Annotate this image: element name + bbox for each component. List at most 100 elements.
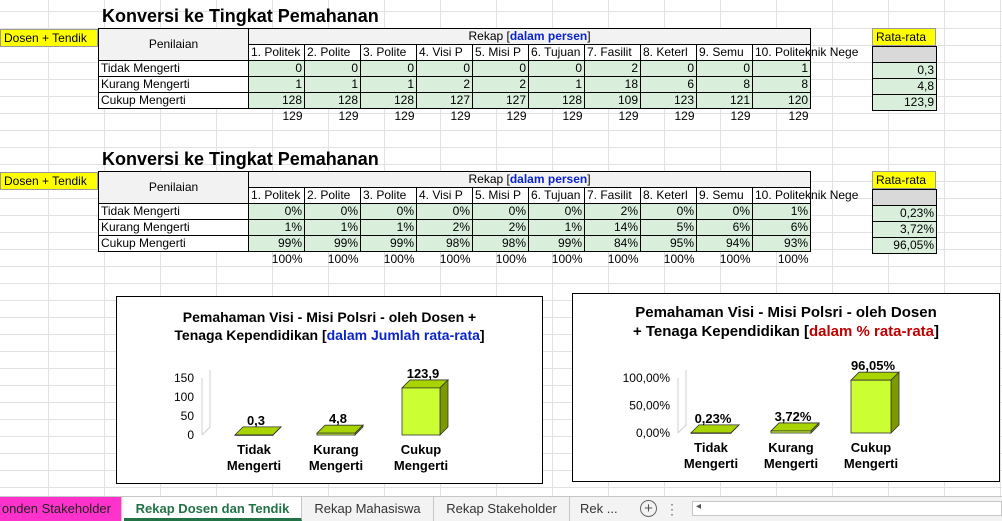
value-cell[interactable]: 94%	[696, 235, 753, 252]
value-cell[interactable]: 0%	[528, 203, 585, 220]
penilaian-header[interactable]: Penilaian	[98, 28, 249, 61]
value-cell[interactable]: 128	[304, 92, 361, 109]
value-cell[interactable]: 1	[304, 76, 361, 93]
total-cell[interactable]: 100%	[551, 252, 583, 267]
value-cell[interactable]: 99%	[528, 235, 585, 252]
value-cell[interactable]: 1%	[248, 219, 305, 236]
value-cell[interactable]: 2	[416, 76, 473, 93]
avg-blank-cell[interactable]	[872, 189, 937, 206]
horizontal-scrollbar[interactable]: ◂	[692, 501, 1002, 516]
value-cell[interactable]: 0%	[416, 203, 473, 220]
value-cell[interactable]: 1	[248, 76, 305, 93]
value-cell[interactable]: 99%	[304, 235, 361, 252]
column-header[interactable]: 6. Tujuan	[528, 187, 585, 204]
total-cell[interactable]: 100%	[777, 252, 809, 267]
value-cell[interactable]: 128	[360, 92, 417, 109]
total-cell[interactable]: 129	[450, 109, 471, 124]
column-header[interactable]: 6. Tujuan	[528, 44, 585, 61]
column-header[interactable]: 4. Visi P	[416, 187, 473, 204]
tab-rekap-dosen-tendik[interactable]: Rekap Dosen dan Tendik	[124, 497, 302, 521]
value-cell[interactable]: 128	[248, 92, 305, 109]
tab-split-icon[interactable]: ⋮	[665, 501, 679, 517]
value-cell[interactable]: 0%	[640, 203, 697, 220]
value-cell[interactable]: 1%	[304, 219, 361, 236]
total-cell[interactable]: 100%	[607, 252, 639, 267]
totals-blank[interactable]	[99, 252, 249, 268]
value-cell[interactable]: 2%	[416, 219, 473, 236]
value-cell[interactable]: 18	[584, 76, 641, 93]
total-cell[interactable]: 100%	[719, 252, 751, 267]
value-cell[interactable]: 5%	[640, 219, 697, 236]
total-cell[interactable]: 129	[618, 109, 639, 124]
column-header[interactable]: 7. Fasilit	[584, 44, 641, 61]
value-cell[interactable]: 8	[751, 76, 812, 93]
tab-rek-more[interactable]: Rek ...	[580, 501, 618, 516]
value-cell[interactable]: 121	[696, 92, 753, 109]
value-cell[interactable]: 0%	[304, 203, 361, 220]
column-header[interactable]: 1. Politek	[248, 44, 305, 61]
total-cell[interactable]: 100%	[327, 252, 359, 267]
value-cell[interactable]: 109	[584, 92, 641, 109]
total-cell[interactable]: 129	[730, 109, 751, 124]
section2-avg-header[interactable]: Rata-rata	[872, 171, 936, 189]
value-cell[interactable]: 0%	[696, 203, 753, 220]
total-cell[interactable]: 100%	[271, 252, 303, 267]
value-cell[interactable]: 99%	[360, 235, 417, 252]
row-label[interactable]: Cukup Mengerti	[98, 235, 249, 252]
value-cell[interactable]: 123	[640, 92, 697, 109]
value-cell[interactable]: 120	[751, 92, 812, 109]
value-cell[interactable]: 0	[696, 60, 753, 77]
total-cell[interactable]: 129	[562, 109, 583, 124]
total-cell[interactable]: 129	[338, 109, 359, 124]
column-header[interactable]: 3. Polite	[360, 44, 417, 61]
column-header[interactable]: 8. Keterl	[640, 187, 697, 204]
value-cell[interactable]: 0	[416, 60, 473, 77]
value-cell[interactable]: 0	[640, 60, 697, 77]
row-label[interactable]: Kurang Mengerti	[98, 76, 249, 93]
value-cell[interactable]: 1	[528, 76, 585, 93]
value-cell[interactable]: 0	[248, 60, 305, 77]
value-cell[interactable]: 98%	[472, 235, 529, 252]
average-cell[interactable]: 123,9	[872, 94, 937, 111]
row-label[interactable]: Kurang Mengerti	[98, 219, 249, 236]
column-header[interactable]: 4. Visi P	[416, 44, 473, 61]
column-header[interactable]: 2. Polite	[304, 187, 361, 204]
tab-rekap-stakeholder[interactable]: Rekap Stakeholder	[434, 497, 570, 521]
column-header[interactable]: 7. Fasilit	[584, 187, 641, 204]
average-cell[interactable]: 4,8	[872, 78, 937, 95]
column-header[interactable]: 3. Polite	[360, 187, 417, 204]
total-cell[interactable]: 100%	[383, 252, 415, 267]
value-cell[interactable]: 127	[472, 92, 529, 109]
column-header[interactable]: 10. Politeknik Nege	[751, 187, 858, 204]
totals-blank[interactable]	[99, 109, 249, 125]
row-label[interactable]: Tidak Mengerti	[98, 203, 249, 220]
column-header[interactable]: 5. Misi P	[472, 187, 529, 204]
total-cell[interactable]: 129	[506, 109, 527, 124]
value-cell[interactable]: 0	[304, 60, 361, 77]
chart-persen[interactable]: Pemahaman Visi - Misi Polsri - oleh Dose…	[572, 293, 1000, 482]
row-label[interactable]: Tidak Mengerti	[98, 60, 249, 77]
value-cell[interactable]: 95%	[640, 235, 697, 252]
value-cell[interactable]: 93%	[751, 235, 812, 252]
section1-tag[interactable]: Dosen + Tendik	[0, 29, 98, 47]
value-cell[interactable]: 2	[584, 60, 641, 77]
column-header[interactable]: 9. Semu	[696, 44, 753, 61]
average-cell[interactable]: 96,05%	[872, 237, 937, 254]
value-cell[interactable]: 2	[472, 76, 529, 93]
total-cell[interactable]: 129	[394, 109, 415, 124]
value-cell[interactable]: 2%	[472, 219, 529, 236]
column-header[interactable]: 10. Politeknik Nege	[751, 44, 858, 61]
column-header[interactable]: 9. Semu	[696, 187, 753, 204]
total-cell[interactable]: 129	[788, 109, 809, 124]
value-cell[interactable]: 98%	[416, 235, 473, 252]
value-cell[interactable]: 6%	[696, 219, 753, 236]
average-cell[interactable]: 3,72%	[872, 221, 937, 238]
column-header[interactable]: 2. Polite	[304, 44, 361, 61]
value-cell[interactable]: 1%	[360, 219, 417, 236]
column-header[interactable]: 8. Keterl	[640, 44, 697, 61]
value-cell[interactable]: 127	[416, 92, 473, 109]
value-cell[interactable]: 0	[472, 60, 529, 77]
total-cell[interactable]: 100%	[663, 252, 695, 267]
value-cell[interactable]: 6	[640, 76, 697, 93]
value-cell[interactable]: 14%	[584, 219, 641, 236]
